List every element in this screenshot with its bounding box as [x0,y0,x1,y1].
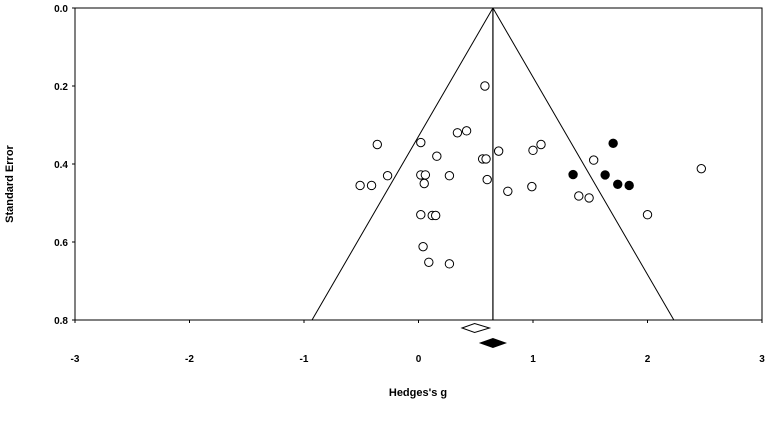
study-point [424,257,434,267]
study-point [480,81,490,91]
study-point [420,170,431,180]
study-point [355,180,365,191]
study-point [461,126,472,136]
funnel-right-line [492,7,675,321]
y-tick-label: 0.0 [54,4,68,15]
study-point [444,171,455,181]
study-point [452,128,463,138]
study-point [432,151,442,161]
study-point [528,145,538,156]
x-tick-label: -2 [185,354,194,365]
study-point [584,193,594,203]
y-tick-label: 0.8 [54,316,68,327]
study-point [430,210,441,221]
imputed-study-point [613,179,623,189]
study-point [482,174,492,185]
x-tick-label: 1 [530,354,536,365]
y-tick-label: 0.2 [54,82,68,93]
study-point [503,186,513,197]
study-point [372,139,382,150]
imputed-study-point [600,170,610,180]
y-axis: 0.0 0.2 0.4 0.6 0.8 [54,4,75,327]
study-point [416,137,426,148]
imputed-study-point [568,169,578,180]
y-axis-label: Standard Error [4,144,16,222]
funnel-layer [311,7,675,321]
study-point [527,181,537,192]
x-axis-label: Hedges's g [389,387,447,399]
study-point [574,191,584,201]
funnel-left-line [311,7,494,321]
observed-summary-diamond [460,322,492,334]
y-tick-label: 0.4 [54,160,68,171]
study-point [481,154,491,164]
diamond-layer [460,322,508,349]
study-point [419,178,429,189]
points-layer [355,81,707,269]
study-point [588,155,599,165]
study-point [418,241,428,252]
adjusted-summary-diamond [478,337,508,349]
study-point [642,210,653,220]
study-point [416,210,426,220]
plot-area-frame [74,7,763,321]
y-tick-label: 0.6 [54,238,68,249]
study-point [382,171,393,181]
study-point [444,259,455,269]
study-point [493,146,504,156]
imputed-study-point [624,180,634,191]
x-tick-label: 2 [645,354,651,365]
x-tick-label: -1 [300,354,309,365]
study-point [696,163,707,174]
study-point [536,139,546,150]
x-axis: -3 -2 -1 0 1 2 3 [71,320,765,365]
x-tick-label: -3 [71,354,80,365]
x-tick-label: 3 [759,354,765,365]
study-point [366,180,377,191]
imputed-study-point [608,138,618,149]
x-tick-label: 0 [416,354,422,365]
